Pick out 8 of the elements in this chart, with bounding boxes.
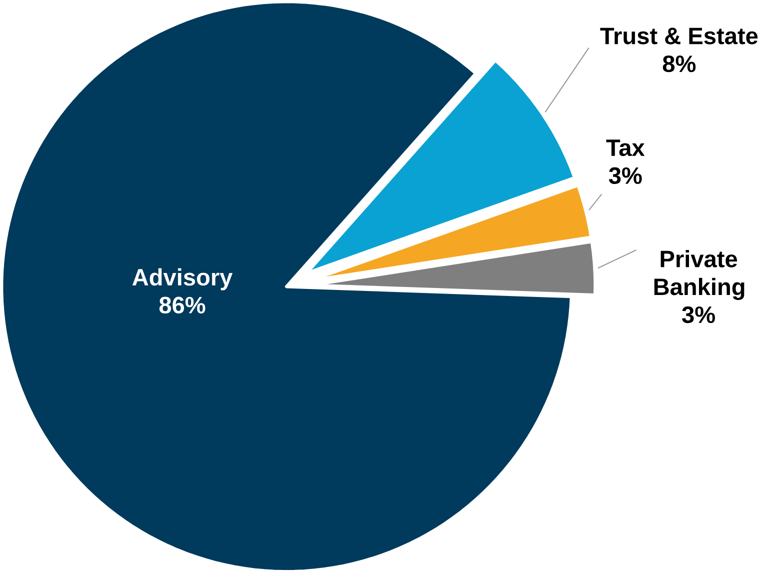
slice-label: Trust & Estate [600,28,758,44]
slice-label: Advisory [132,268,233,290]
data-label: 3% [682,306,715,324]
slice-label: Tax [606,140,645,156]
data-label: 3% [608,167,642,184]
data-label: 86% [159,296,206,314]
data-label: 8% [662,55,696,72]
slice-label: Private Banking [654,250,744,300]
